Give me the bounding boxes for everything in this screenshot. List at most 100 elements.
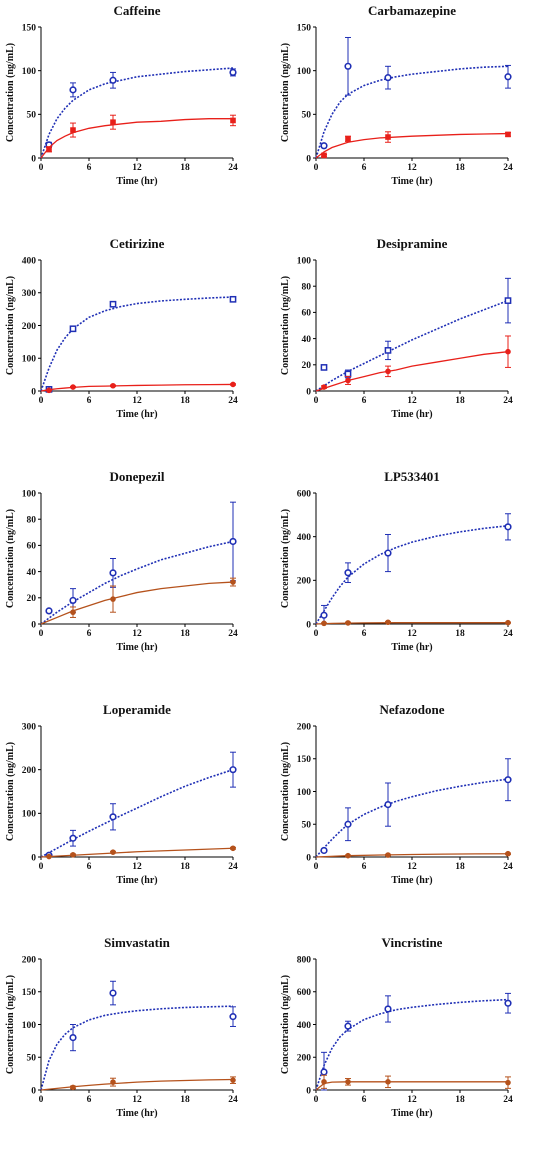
series-1	[315, 619, 511, 627]
series-0	[40, 67, 237, 159]
x-tick-label: 0	[39, 163, 44, 173]
x-tick-label: 12	[407, 1095, 417, 1105]
y-tick-label: 200	[22, 322, 37, 332]
data-point	[320, 611, 328, 619]
data-point	[320, 1068, 328, 1076]
fit-line	[40, 383, 234, 392]
data-point	[505, 131, 511, 138]
chart-panel-3: Desipramine 0 6 12 18 24 0 20 40 60 80 100 Time (hr)…	[275, 233, 550, 461]
data-point	[109, 813, 117, 821]
x-tick-label: 12	[407, 396, 417, 406]
y-tick-label: 100	[297, 788, 312, 798]
x-tick-label: 6	[362, 396, 367, 406]
data-point	[344, 820, 352, 828]
data-point	[345, 1079, 351, 1085]
data-point	[70, 852, 76, 858]
fit-line	[40, 1078, 234, 1091]
data-point	[110, 119, 116, 125]
y-tick-label: 80	[302, 283, 312, 293]
data-point	[385, 852, 391, 858]
y-tick-label: 150	[297, 755, 312, 765]
y-axis-label: Concentration (ng/mL)	[280, 509, 291, 608]
y-tick-label: 100	[22, 810, 37, 820]
y-tick-label: 300	[22, 289, 37, 299]
data-point	[505, 850, 511, 857]
x-tick-label: 6	[87, 163, 92, 173]
data-point	[344, 62, 352, 70]
series-1	[315, 1074, 511, 1091]
fit-line	[315, 65, 509, 159]
data-point	[384, 549, 392, 557]
data-point	[230, 381, 236, 388]
x-tick-label: 12	[407, 862, 417, 872]
x-tick-label: 0	[314, 1095, 319, 1105]
chart-title: Vincristine	[382, 935, 443, 950]
y-axis-label: Concentration (ng/mL)	[5, 509, 16, 608]
data-point	[46, 387, 52, 394]
x-tick-label: 12	[132, 862, 142, 872]
chart-title: Simvastatin	[104, 935, 171, 950]
chart-title: LP533401	[384, 469, 440, 484]
data-point	[385, 619, 391, 626]
series-1	[40, 845, 236, 860]
data-point	[385, 1079, 391, 1085]
x-axis-label: Time (hr)	[391, 176, 432, 187]
chart-title: Carbamazepine	[368, 3, 456, 18]
series-0	[315, 277, 512, 392]
data-point	[321, 152, 327, 159]
y-tick-label: 0	[306, 154, 311, 164]
data-point	[385, 134, 391, 140]
x-tick-label: 24	[228, 862, 238, 872]
x-tick-label: 18	[455, 396, 465, 406]
series-0	[40, 295, 237, 393]
fit-line	[40, 118, 233, 159]
y-tick-label: 150	[22, 23, 37, 33]
fit-line	[40, 847, 234, 858]
data-point	[505, 1079, 511, 1086]
x-tick-label: 6	[87, 1095, 92, 1105]
data-point	[504, 776, 512, 784]
series-1	[40, 381, 236, 394]
fit-line	[315, 351, 509, 392]
data-point	[110, 596, 116, 602]
y-tick-label: 50	[27, 1054, 37, 1064]
data-point	[229, 68, 237, 77]
data-point	[109, 300, 117, 308]
data-point	[110, 382, 116, 389]
x-tick-label: 0	[39, 396, 44, 406]
series-0	[40, 980, 237, 1091]
y-tick-label: 100	[297, 256, 312, 266]
data-point	[110, 849, 116, 855]
x-tick-label: 0	[314, 396, 319, 406]
y-tick-label: 50	[27, 111, 37, 121]
y-tick-label: 800	[297, 955, 312, 965]
data-point	[505, 348, 511, 355]
series-0	[315, 513, 512, 625]
y-tick-label: 400	[297, 1021, 312, 1031]
x-tick-label: 12	[132, 1095, 142, 1105]
chart-svg: Vincristine 0 6 12 18 24 0 200 400 600 800 Time (hr…	[280, 935, 513, 1119]
x-tick-label: 0	[39, 1095, 44, 1105]
data-point	[46, 853, 52, 860]
data-point	[230, 117, 236, 124]
chart-svg: Cetirizine 0 6 12 18 24 0 100 200 300 400 Time (hr)…	[5, 236, 238, 420]
data-point	[69, 1033, 77, 1042]
data-point	[504, 999, 512, 1007]
y-tick-label: 200	[22, 955, 37, 965]
chart-svg: Donepezil 0 6 12 18 24 0 20 40 60 80 100 Time (hr) Co…	[5, 469, 238, 653]
series-1	[315, 131, 511, 159]
chart-title: Nefazodone	[380, 702, 445, 717]
chart-title: Cetirizine	[110, 236, 165, 251]
x-tick-label: 6	[362, 862, 367, 872]
x-tick-label: 6	[362, 629, 367, 639]
x-tick-label: 12	[407, 163, 417, 173]
y-tick-label: 0	[306, 387, 311, 397]
data-point	[45, 607, 53, 615]
chart-title: Caffeine	[114, 3, 161, 18]
data-point	[229, 295, 237, 303]
fit-line	[315, 299, 509, 392]
x-tick-label: 0	[39, 629, 44, 639]
x-tick-label: 18	[180, 1095, 190, 1105]
y-tick-label: 60	[27, 542, 37, 552]
data-point	[69, 596, 77, 605]
